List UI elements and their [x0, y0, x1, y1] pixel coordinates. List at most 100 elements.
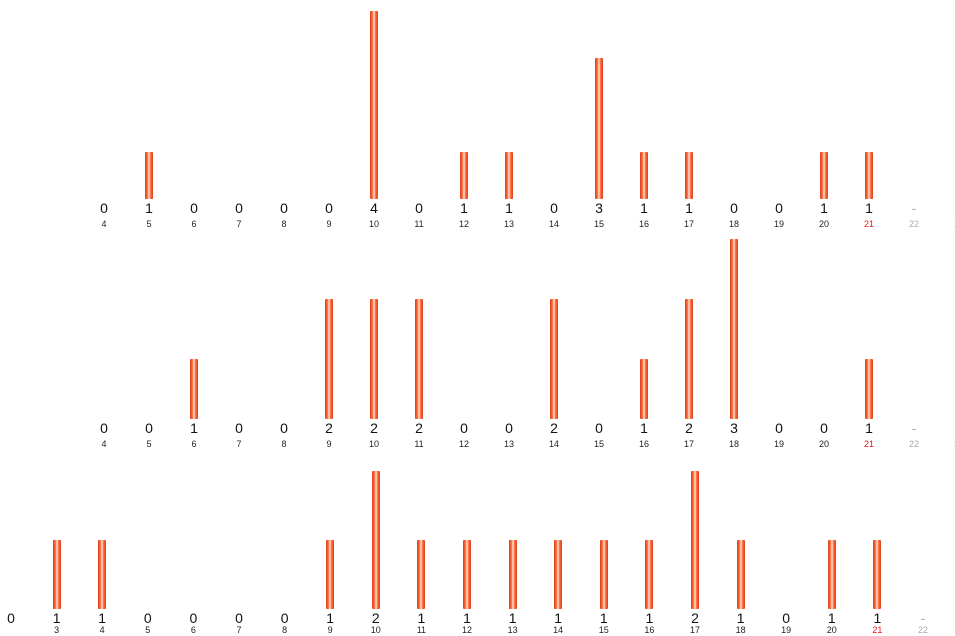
value-label: 1: [326, 610, 335, 626]
value-label: 0: [235, 420, 243, 436]
category-label: 8: [282, 625, 288, 635]
bar: [599, 540, 608, 609]
value-label: 2: [685, 420, 693, 436]
value-label: 1: [865, 200, 873, 216]
value-label: 2: [370, 420, 378, 436]
value-label: 3: [595, 200, 603, 216]
bar: [326, 540, 335, 609]
category-label: 15: [593, 219, 604, 229]
value-label: 0: [415, 200, 423, 216]
value-label: 1: [98, 610, 107, 626]
value-label: 0: [730, 200, 738, 216]
category-label: 11: [414, 219, 424, 229]
category-label: 12: [458, 219, 469, 229]
category-label: 11: [416, 625, 427, 635]
bar: [640, 152, 648, 199]
category-label: 4: [101, 219, 107, 229]
category-label: 4: [101, 439, 107, 449]
value-label: 1: [460, 200, 468, 216]
value-label: 0: [280, 610, 289, 626]
category-label: 9: [326, 439, 332, 449]
value-label: 3: [730, 420, 738, 436]
bar: [645, 540, 654, 609]
category-label: 23: [939, 219, 955, 229]
category-label: 16: [644, 625, 655, 635]
category-label: 17: [689, 625, 700, 635]
category-label: 6: [191, 219, 197, 229]
bar: [873, 540, 882, 609]
category-label: 7: [236, 219, 242, 229]
value-label: 1: [508, 610, 517, 626]
category-label: 21: [863, 219, 874, 229]
category-label: 10: [368, 439, 379, 449]
category-label: 8: [281, 439, 287, 449]
bar: [685, 299, 693, 419]
value-label: 0: [505, 420, 513, 436]
bar: [370, 11, 378, 199]
value-label: -: [920, 610, 926, 626]
value-label: 0: [550, 200, 558, 216]
value-label: 2: [325, 420, 333, 436]
value-label: 1: [736, 610, 745, 626]
bar: [736, 540, 745, 609]
category-label: 20: [826, 625, 837, 635]
category-label: 20: [818, 219, 829, 229]
value-label: 1: [145, 200, 153, 216]
bar: [730, 239, 738, 419]
bar: [685, 152, 693, 199]
value-label: 0: [280, 200, 288, 216]
category-label: 13: [503, 219, 514, 229]
value-label: 1: [820, 200, 828, 216]
value-label: -: [939, 201, 955, 215]
value-label: 0: [145, 420, 153, 436]
value-label: 1: [640, 420, 648, 436]
category-label: 6: [191, 439, 197, 449]
value-label: 0: [595, 420, 603, 436]
value-label: 0: [189, 610, 198, 626]
value-label: 0: [143, 610, 152, 626]
value-label: 1: [640, 200, 648, 216]
bar: [98, 540, 107, 609]
value-label: 1: [685, 200, 693, 216]
value-label: 1: [645, 610, 654, 626]
value-label: 0: [100, 420, 108, 436]
bar: [508, 540, 517, 609]
value-label: 4: [370, 200, 378, 216]
value-label: -: [911, 420, 917, 436]
bar: [190, 359, 198, 419]
bar: [371, 471, 380, 609]
bar: [691, 471, 699, 609]
bar: [505, 152, 513, 199]
value-label: -: [911, 200, 917, 216]
value-label: 2: [371, 610, 380, 626]
category-label: 15: [598, 625, 609, 635]
category-label: 10: [370, 625, 381, 635]
value-label: 0: [782, 610, 791, 626]
category-label: 22: [917, 625, 928, 635]
category-label: 12: [461, 625, 472, 635]
value-label: 2: [550, 420, 558, 436]
value-label: 1: [505, 200, 513, 216]
value-label: 0: [460, 420, 468, 436]
category-label: 5: [146, 219, 152, 229]
bar: [827, 540, 836, 609]
category-label: 19: [773, 219, 784, 229]
bar: [554, 540, 563, 609]
value-label: 1: [463, 610, 471, 626]
value-label: 0: [235, 200, 243, 216]
value-label: 2: [691, 610, 699, 626]
value-label: 1: [417, 610, 426, 626]
bar: [640, 359, 648, 419]
category-label: 12: [458, 439, 469, 449]
category-label: 14: [553, 625, 564, 635]
category-label: 22: [908, 219, 919, 229]
category-label: 23: [939, 439, 955, 449]
bar: [595, 58, 603, 199]
category-label: 14: [548, 439, 559, 449]
bar: [550, 299, 558, 419]
bar: [415, 299, 423, 419]
category-label: 16: [638, 219, 649, 229]
category-label: 22: [908, 439, 919, 449]
value-label: 1: [52, 610, 61, 626]
